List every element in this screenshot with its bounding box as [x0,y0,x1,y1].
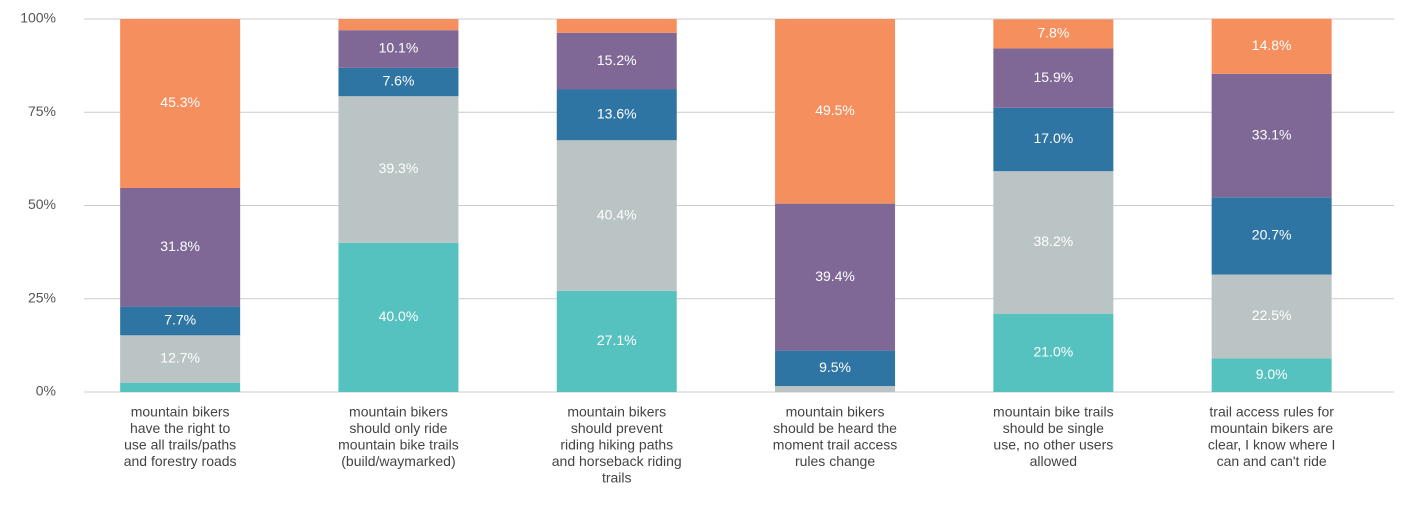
value-label: 17.0% [1033,130,1073,146]
value-label: 15.9% [1033,69,1073,85]
value-label: 31.8% [160,238,200,254]
x-tick-label: use all trails/paths [124,437,236,453]
y-tick-label: 0% [36,383,56,399]
x-tick-label: mountain bikers [786,404,885,420]
bar-segment [120,19,241,188]
bar-segment [775,386,896,392]
value-label: 39.3% [379,160,419,176]
value-label: 40.0% [379,308,419,324]
bar-segment [338,19,459,31]
bar-segment [120,382,241,392]
bar-segment [775,203,896,351]
bar-segment [556,89,677,141]
y-tick-label: 100% [20,10,56,26]
x-tick-label: and horseback riding [552,453,682,469]
value-label: 7.6% [382,73,414,89]
x-tick-label: trail access rules for [1209,404,1334,420]
x-tick-label: use, no other users [993,437,1113,453]
value-label: 14.8% [1252,37,1292,53]
bar-segment [1211,358,1332,392]
y-tick-label: 75% [28,103,56,119]
bar-segment [993,48,1114,108]
x-tick-label: moment trail access [773,437,897,453]
x-tick-label: riding hiking paths [560,437,673,453]
bar-segment [120,306,241,336]
x-tick-label: allowed [1030,453,1077,469]
bar-segment [338,67,459,97]
value-label: 7.8% [1037,25,1069,41]
bar-segment [775,350,896,387]
value-label: 13.6% [597,106,637,122]
bar-segment [338,30,459,68]
x-tick-label: clear, I know where I [1208,437,1336,453]
bar-segment [993,313,1114,392]
bar-segment [556,290,677,392]
x-tick-label: (build/waymarked) [341,453,455,469]
bar-segment [993,171,1114,314]
value-label: 40.4% [597,206,637,222]
value-label: 9.5% [819,359,851,375]
bar-segment [338,96,459,243]
bar-segment [556,32,677,90]
value-label: 22.5% [1252,307,1292,323]
bar-segment [1211,274,1332,359]
x-tick-label: mountain bike trails [993,404,1114,420]
x-tick-label: should be single [1003,420,1104,436]
bar-segment [775,19,896,204]
bar-segment [1211,18,1332,74]
x-tick-label: should be heard the [773,420,897,436]
value-label: 21.0% [1033,344,1073,360]
bar-segment [1211,73,1332,198]
value-label: 12.7% [160,350,200,366]
value-label: 49.5% [815,102,855,118]
bar-segment [120,335,241,383]
x-tick-label: and forestry roads [124,453,237,469]
value-label: 15.2% [597,52,637,68]
value-label: 7.7% [164,312,196,328]
x-tick-label: can and can't ride [1217,453,1327,469]
x-tick-label: mountain bike trails [338,437,459,453]
x-tick-label: trails [602,470,632,486]
x-tick-label: rules change [795,453,875,469]
bar-segment [556,19,677,33]
y-tick-label: 25% [28,289,56,305]
bar-segment [556,140,677,291]
y-tick-label: 50% [28,196,56,212]
value-label: 33.1% [1252,126,1292,142]
x-tick-label: should prevent [571,420,663,436]
value-label: 27.1% [597,332,637,348]
value-label: 39.4% [815,268,855,284]
x-tick-label: have the right to [130,420,231,436]
x-tick-label: mountain bikers [131,404,230,420]
value-label: 38.2% [1033,233,1073,249]
value-label: 45.3% [160,94,200,110]
x-tick-label: mountain bikers [349,404,448,420]
x-tick-label: should only ride [349,420,447,436]
bar-segment [993,107,1114,172]
x-tick-label: mountain bikers [567,404,666,420]
value-label: 20.7% [1252,227,1292,243]
bar-segment [338,242,459,392]
bar-segment [120,187,241,307]
bar-segment [993,19,1114,49]
x-tick-label: mountain bikers are [1210,420,1333,436]
value-label: 9.0% [1256,366,1288,382]
value-label: 10.1% [379,40,419,56]
bar-segment [1211,197,1332,275]
